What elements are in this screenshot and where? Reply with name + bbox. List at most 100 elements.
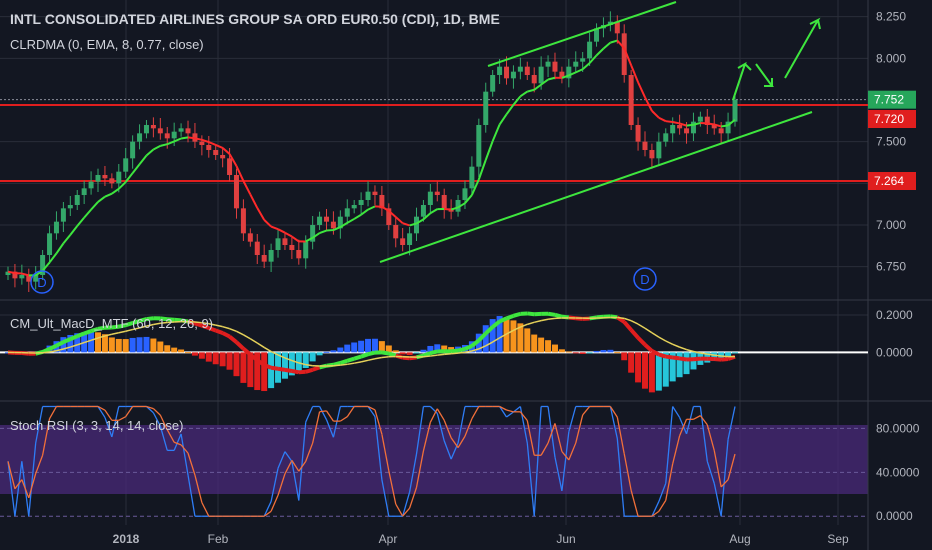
macd-histogram-bar (565, 351, 572, 353)
macd-line-segment (422, 351, 432, 358)
stoch-k-segment (159, 425, 168, 451)
candle-body (317, 216, 323, 225)
stoch-d-segment (713, 450, 722, 488)
candle-body (552, 61, 558, 72)
macd-line-segment (83, 329, 92, 336)
stoch-d-segment (35, 455, 44, 474)
candle-body (704, 116, 710, 125)
stoch-k-segment (408, 453, 418, 493)
stoch-d-segment (457, 435, 466, 449)
candle-body (337, 216, 343, 229)
ema-segment (381, 205, 390, 212)
stoch-k-segment (415, 406, 425, 455)
candle-body (573, 61, 579, 67)
signal-line-segment (617, 316, 625, 320)
macd-histogram-bar (261, 352, 268, 392)
signal-line-segment (360, 359, 369, 363)
signal-line-segment (160, 321, 168, 325)
signal-line-segment (139, 325, 147, 329)
macd-histogram-bar (503, 317, 510, 353)
stoch-d-segment (665, 463, 674, 501)
macd-histogram-bar (489, 319, 496, 353)
signal-line-segment (347, 362, 355, 366)
macd-histogram-bar (732, 352, 738, 354)
stoch-d-segment (263, 510, 272, 517)
ema-segment (727, 118, 736, 127)
stoch-d-segment (658, 500, 667, 512)
macd-histogram-bar (600, 350, 607, 353)
dividend-marker-1[interactable]: D (30, 270, 54, 294)
macd-histogram-bar (697, 352, 704, 365)
x-tick-label: Jun (556, 532, 575, 546)
trend-line-upper-channel[interactable] (487, 1, 677, 67)
ema-segment (97, 195, 106, 203)
projection-arrow-down[interactable] (755, 63, 774, 87)
ema-segment (305, 236, 314, 243)
y-tick-label: 8.250 (876, 10, 906, 24)
macd-histogram-bar (531, 334, 538, 353)
signal-line-segment (707, 353, 715, 356)
signal-line-segment (658, 336, 667, 342)
signal-line-segment (118, 330, 126, 334)
stoch-d-segment (97, 405, 106, 411)
macd-line-segment (228, 334, 238, 344)
ema-segment (470, 179, 480, 196)
signal-line-segment (333, 364, 341, 367)
ema-segment (145, 148, 155, 157)
macd-histogram-bar (88, 332, 95, 353)
ema-segment (173, 137, 182, 143)
stoch-d-segment (415, 450, 425, 488)
stoch-k-segment (381, 479, 390, 517)
stoch-d-segment (699, 415, 708, 426)
macd-histogram-bar (157, 341, 164, 353)
y-tick-label: 40.0000 (876, 465, 920, 479)
signal-line-segment (423, 355, 431, 358)
signal-line-segment (263, 346, 272, 353)
ema-segment (41, 261, 51, 272)
signal-line-segment (679, 346, 687, 351)
signal-line-segment (534, 319, 542, 324)
stoch-rsi-panel (0, 405, 868, 517)
macd-histogram-bar (399, 352, 406, 355)
stoch-d-segment (374, 409, 383, 435)
stoch-d-segment (471, 406, 480, 420)
stoch-k-segment (402, 492, 411, 517)
signal-line-segment (485, 341, 494, 347)
trend-line-support[interactable] (379, 111, 813, 263)
stoch-d-segment (7, 461, 16, 489)
dividend-marker-2[interactable]: D (633, 267, 657, 291)
projection-arrow-target[interactable] (784, 17, 821, 79)
candle-body (732, 100, 738, 122)
stoch-d-segment (41, 418, 51, 456)
candle-body (566, 66, 572, 79)
axes: 2018FebAprJunAugSep6.7507.0007.2507.5008… (113, 10, 920, 546)
macd-line-segment (298, 369, 306, 375)
stoch-k-segment (104, 417, 113, 438)
price-tag-background (868, 90, 916, 109)
macd-histogram-bar (482, 325, 489, 353)
ema-segment (62, 234, 72, 245)
projection-arrow-up[interactable] (732, 61, 752, 101)
macd-line-segment (132, 319, 141, 325)
stoch-d-segment (554, 423, 563, 452)
candle-body (47, 233, 53, 255)
ema-segment (512, 95, 522, 106)
macd-line-segment (221, 331, 231, 339)
ema-segment (69, 225, 79, 236)
macd-histogram-bar (233, 352, 240, 377)
candle-body (414, 216, 420, 234)
macd-histogram-bar (212, 352, 219, 365)
candle-body (628, 75, 634, 125)
macd-histogram-bar (496, 316, 503, 353)
macd-histogram-bar (240, 352, 247, 383)
stoch-k-segment (270, 468, 279, 502)
macd-histogram-bar (191, 352, 198, 356)
macd-histogram-bar (254, 352, 261, 391)
ema-segment (457, 202, 466, 209)
candle-body (469, 166, 475, 189)
ema-segment (527, 88, 535, 93)
macd-line-segment (381, 350, 390, 356)
signal-line-segment (513, 326, 521, 332)
stoch-d-segment (727, 453, 736, 480)
candle-body (344, 208, 350, 217)
